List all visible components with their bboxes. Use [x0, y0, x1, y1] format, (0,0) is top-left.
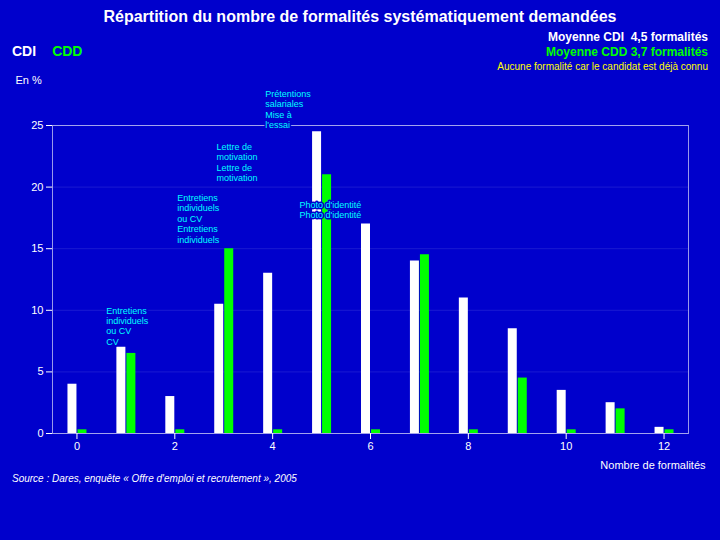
svg-text:2: 2 [172, 440, 178, 452]
svg-text:5: 5 [37, 365, 43, 377]
html-text:Aucune formalité car le candid: Aucune formalité car le candidat est déj… [497, 61, 708, 72]
svg-text:4: 4 [270, 440, 276, 452]
svg-text:Photo d'identitéPhoto d'identi: Photo d'identitéPhoto d'identité [300, 200, 362, 220]
html-text:Moyenne CDD 3,7 formalités: Moyenne CDD 3,7 formalités [546, 45, 708, 59]
svg-text:15: 15 [31, 242, 43, 254]
svg-text:Entretiensindividuelsou CVEntr: Entretiensindividuelsou CVEntretiensindi… [177, 193, 220, 244]
html-text:Moyenne CDI 4,5 formalités: Moyenne CDI 4,5 formalités [548, 30, 708, 44]
html-text:Répartition du nombre de forma: Répartition du nombre de formalités syst… [103, 8, 617, 25]
svg-text:10: 10 [31, 304, 43, 316]
svg-text:6: 6 [367, 440, 373, 452]
svg-text:PrétentionssalarialesMise àl'e: PrétentionssalarialesMise àl'essai [265, 89, 311, 130]
svg-text:0: 0 [74, 440, 80, 452]
svg-text:10: 10 [560, 440, 572, 452]
html-text:CDD: CDD [52, 43, 83, 59]
svg-text:12: 12 [658, 440, 670, 452]
svg-text:8: 8 [465, 440, 471, 452]
html-text:Source : Dares, enquête « Offr: Source : Dares, enquête « Offre d'emploi… [12, 473, 297, 484]
svg-text:Nombre de formalités: Nombre de formalités [600, 459, 706, 471]
svg-text:Entretiensindividuelsou CVCV: Entretiensindividuelsou CVCV [106, 306, 149, 347]
svg-text:20: 20 [31, 181, 43, 193]
svg-text:25: 25 [31, 119, 43, 131]
svg-text:En %: En % [16, 74, 43, 86]
svg-text:Lettre demotivationLettre demo: Lettre demotivationLettre demotivation [216, 142, 257, 183]
svg-text:0: 0 [37, 427, 43, 439]
html-text:CDI: CDI [12, 43, 37, 59]
